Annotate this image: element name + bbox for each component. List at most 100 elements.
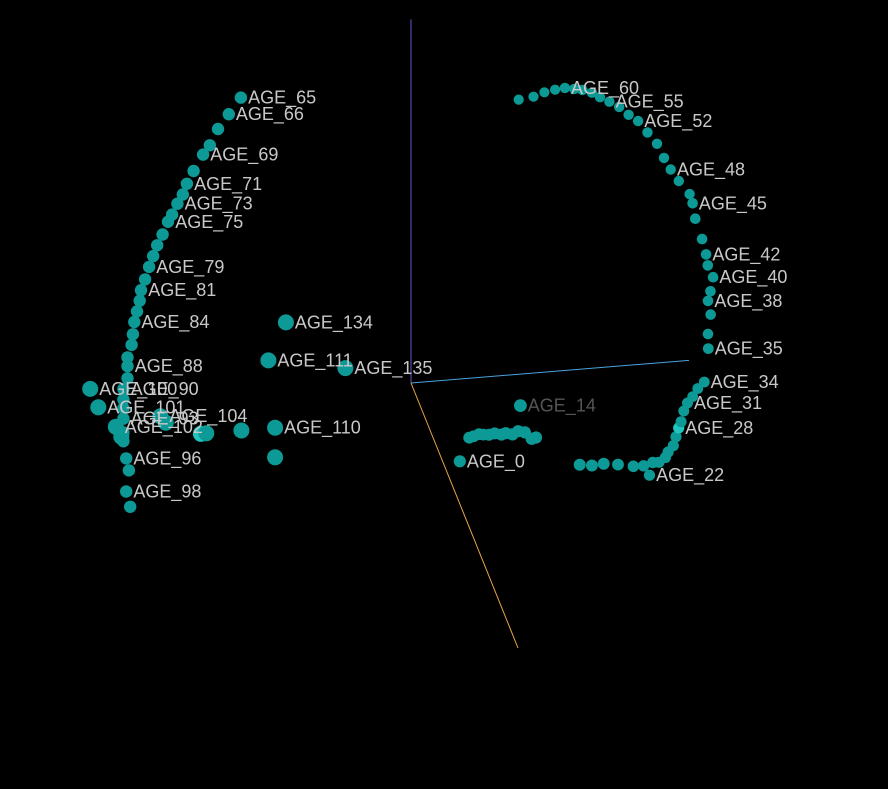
point-age-95[interactable] [117, 435, 130, 448]
point-label-age-65: AGE_65 [248, 88, 316, 109]
point-age-111[interactable] [260, 352, 277, 369]
point-age-72[interactable] [176, 188, 189, 201]
point-age-3[interactable] [473, 428, 485, 441]
point-age-40[interactable] [707, 271, 719, 283]
point-age-22[interactable] [643, 469, 656, 481]
point-age-7[interactable] [495, 428, 508, 441]
point-age-68[interactable] [203, 139, 216, 152]
point-age-46[interactable] [684, 188, 695, 200]
point-age-107[interactable] [198, 425, 215, 442]
point-age-71[interactable] [180, 177, 194, 190]
point-age-63[interactable] [528, 91, 539, 102]
point-age-60[interactable] [559, 82, 571, 94]
point-age-16[interactable] [585, 459, 598, 472]
point-age-79[interactable] [142, 260, 156, 274]
point-age-96[interactable] [120, 452, 133, 465]
point-age-110[interactable] [267, 419, 284, 436]
point-age-47[interactable] [673, 175, 684, 187]
point-age-66[interactable] [222, 108, 235, 121]
point-age-76[interactable] [156, 228, 169, 241]
point-age-54[interactable] [614, 101, 625, 113]
point-age-87[interactable] [121, 351, 134, 364]
point-age-49[interactable] [658, 152, 670, 164]
point-label-age-34: AGE_34 [711, 372, 779, 393]
point-age-34[interactable] [698, 376, 710, 388]
point-age-84[interactable] [128, 315, 141, 329]
point-age-17[interactable] [597, 457, 610, 470]
point-age-20[interactable] [637, 460, 650, 472]
point-age-64[interactable] [513, 94, 524, 105]
point-age-58[interactable] [577, 84, 588, 96]
point-age-98[interactable] [120, 485, 133, 498]
point-age-80[interactable] [138, 273, 152, 286]
point-age-62[interactable] [539, 87, 550, 98]
point-age-37[interactable] [705, 309, 716, 320]
point-age-9[interactable] [506, 428, 519, 441]
point-age-61[interactable] [550, 84, 561, 95]
point-age-85[interactable] [126, 328, 140, 341]
point-age-45[interactable] [687, 198, 698, 209]
point-age-93[interactable] [117, 412, 130, 425]
point-age-36[interactable] [702, 328, 714, 340]
point-age-32[interactable] [687, 391, 699, 402]
point-age-77[interactable] [151, 239, 164, 252]
point-age-0[interactable] [453, 455, 466, 468]
point-age-99[interactable] [124, 500, 137, 513]
point-age-78[interactable] [147, 249, 160, 263]
point-age-65[interactable] [234, 91, 248, 104]
z-axis-line [410, 382, 519, 649]
point-age-109[interactable] [267, 449, 284, 466]
point-age-135[interactable] [337, 360, 354, 377]
point-age-48[interactable] [665, 164, 676, 175]
point-age-88[interactable] [121, 359, 134, 373]
point-age-94[interactable] [117, 426, 130, 439]
point-age-39[interactable] [705, 286, 716, 297]
point-age-29[interactable] [675, 416, 687, 428]
point-age-67[interactable] [211, 122, 225, 136]
point-age-70[interactable] [187, 164, 200, 178]
point-age-82[interactable] [133, 294, 146, 307]
point-age-83[interactable] [130, 305, 144, 318]
point-age-44[interactable] [690, 213, 701, 224]
point-age-15[interactable] [573, 458, 586, 471]
point-age-26[interactable] [667, 440, 679, 452]
point-age-105[interactable] [157, 414, 174, 431]
point-label-age-134: AGE_134 [295, 312, 373, 333]
point-age-134[interactable] [277, 314, 294, 331]
point-age-38[interactable] [702, 295, 714, 307]
point-age-12[interactable] [525, 432, 538, 445]
point-age-42[interactable] [700, 249, 712, 260]
point-age-41[interactable] [702, 260, 714, 271]
point-age-108[interactable] [233, 422, 250, 439]
point-age-50[interactable] [651, 138, 663, 149]
point-age-75[interactable] [161, 215, 175, 228]
point-age-69[interactable] [196, 148, 210, 161]
point-age-43[interactable] [696, 233, 708, 245]
point-age-100[interactable] [82, 380, 99, 397]
point-label-age-55: AGE_55 [616, 92, 684, 113]
point-age-1[interactable] [463, 431, 476, 444]
point-age-86[interactable] [125, 338, 138, 352]
point-age-59[interactable] [569, 83, 580, 95]
point-age-52[interactable] [632, 115, 644, 127]
point-age-18[interactable] [612, 458, 624, 471]
point-age-89[interactable] [121, 372, 134, 385]
point-label-age-38: AGE_38 [714, 291, 782, 312]
point-age-56[interactable] [594, 92, 606, 103]
point-age-57[interactable] [586, 87, 598, 98]
point-age-90[interactable] [117, 382, 130, 396]
point-age-14[interactable] [514, 399, 527, 412]
point-age-91[interactable] [117, 393, 130, 406]
point-age-92[interactable] [117, 402, 130, 415]
point-age-19[interactable] [627, 460, 640, 473]
point-age-53[interactable] [623, 109, 634, 121]
point-age-101[interactable] [90, 399, 107, 416]
point-age-51[interactable] [642, 127, 653, 138]
point-age-27[interactable] [670, 431, 682, 443]
point-age-55[interactable] [604, 96, 615, 107]
point-age-81[interactable] [134, 284, 148, 297]
point-age-35[interactable] [702, 343, 714, 354]
point-age-73[interactable] [171, 197, 184, 210]
point-age-97[interactable] [122, 464, 136, 477]
